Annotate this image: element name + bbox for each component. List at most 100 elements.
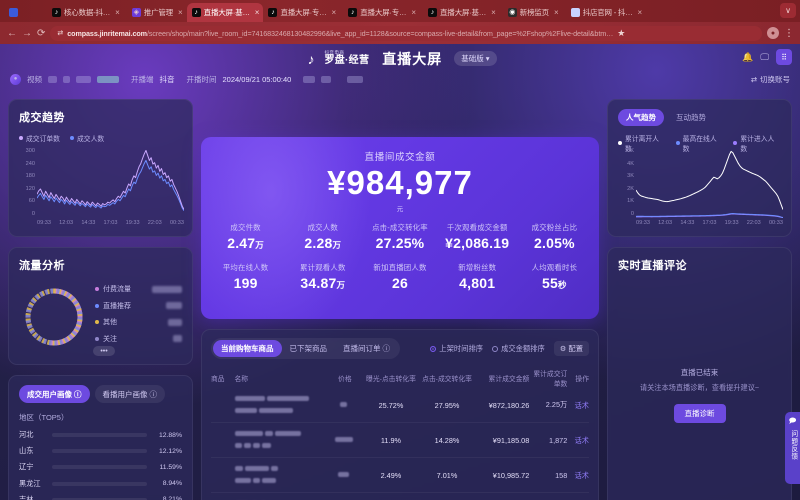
browser-tab[interactable]: ♪ 直播大屏·基… × [423, 3, 500, 22]
operation-cell: 话术 [567, 399, 589, 411]
avatar[interactable]: ● [767, 27, 779, 39]
browser-tab[interactable]: ♪ 直播大屏·专… × [263, 3, 340, 22]
address-input[interactable]: ⇄ compass.jinritemai.com/screen/shop/mai… [50, 25, 762, 41]
amount-cell: ¥10,985.72 [492, 470, 530, 480]
bookmark-star-icon[interactable]: ★ [617, 27, 626, 38]
gear-icon: ⚙ [559, 344, 567, 353]
close-icon[interactable]: × [254, 8, 260, 17]
masked-value [340, 401, 348, 407]
x-tick: 12:03 [59, 220, 74, 226]
legend-item[interactable]: 成交订单数 [19, 133, 60, 143]
tab-current-cart-products[interactable]: 当前购物车商品 [213, 340, 282, 357]
script-link[interactable]: 话术 [574, 436, 589, 445]
more-options-button[interactable]: ••• [93, 346, 115, 356]
legend-dot-icon [618, 141, 622, 145]
legend-label: 成交订单数 [26, 136, 60, 143]
script-link[interactable]: 话术 [574, 401, 589, 410]
y-tick: 2K [627, 185, 634, 192]
legend-item[interactable]: 其他 [95, 317, 182, 327]
legend-item[interactable]: 成交人数 [69, 133, 105, 143]
tab-viewer-portrait[interactable]: 看播用户画像 ⓘ [94, 385, 165, 403]
orders-cell: 1,872 [549, 435, 568, 445]
legend-item[interactable]: 付费流量 [95, 284, 182, 294]
metrics-row-2: 平均在线人数 199 累计观看人数 34.87万 新加直播团人数 26 新增粉丝… [201, 262, 599, 291]
bar-track [52, 497, 147, 500]
sort-by-listing-time[interactable]: 上架时间排序 [430, 344, 483, 354]
browser-tab[interactable]: ♪ 核心数据-抖… × [47, 3, 124, 22]
tab-live-orders[interactable]: 直播间订单 ⓘ [335, 340, 398, 357]
close-icon[interactable]: × [491, 8, 496, 17]
purple-icon: ◈ [131, 8, 141, 17]
table-row[interactable]: 2.81% 4.34% ¥6,724.88 98 话术 [211, 493, 589, 500]
browser-tab[interactable]: 抖店官网 - 抖… × [566, 3, 647, 22]
live-diagnosis-button[interactable]: 直播诊断 [673, 404, 726, 424]
metric-label: 成交件数 [230, 223, 261, 232]
legend-label: 关注 [103, 335, 117, 343]
region-value: 11.59% [159, 463, 182, 471]
globe-icon: ◉ [507, 8, 517, 17]
tab-interaction-trend[interactable]: 互动趋势 [676, 113, 706, 122]
site-info-icon[interactable]: ⇄ [57, 30, 64, 37]
table-row[interactable]: 11.9% 14.28% ¥91,185.08 1,872 话术 [211, 423, 589, 458]
region-value: 8.94% [162, 480, 182, 488]
reload-icon[interactable]: ⟳ [37, 27, 46, 39]
region-value: 12.88% [158, 431, 182, 439]
legend-item[interactable]: 累计离开人数 [618, 133, 666, 153]
live-avatar: ● [10, 73, 21, 85]
switch-account-button[interactable]: ⇄ 切换账号 [751, 74, 790, 85]
monitor-icon[interactable]: 🖵 [760, 51, 769, 62]
legend-item[interactable]: 最高在线人数 [675, 133, 724, 153]
version-selector[interactable]: 基础版 ▾ [454, 51, 497, 66]
x-tick: 19:33 [724, 220, 739, 226]
close-icon[interactable]: × [115, 8, 120, 17]
browser-tab[interactable]: ♪ 直播大屏·专… × [343, 3, 420, 22]
new-tab-button[interactable]: + [655, 5, 662, 17]
forward-icon[interactable]: → [22, 27, 32, 39]
metric: 千次观看成交金额 ¥2,086.19 [439, 222, 516, 251]
config-button[interactable]: ⚙ 配置 [553, 341, 589, 356]
y-tick: 0 [630, 210, 634, 217]
back-icon[interactable]: ← [7, 27, 17, 39]
region-name: 山东 [19, 446, 34, 456]
tab-label: 直播大屏·基… [203, 8, 250, 17]
close-icon[interactable]: × [637, 8, 643, 17]
bell-icon[interactable]: 🔔 [742, 51, 754, 62]
browser-tab[interactable] [4, 3, 44, 22]
browser-tab[interactable]: ◈ 推广管理 × [127, 3, 187, 22]
y-tick: 240 [25, 160, 35, 167]
browser-tab-active[interactable]: ♪ 直播大屏·基… × [186, 3, 264, 22]
metric: 新加直播团人数 26 [361, 262, 438, 291]
grid-icon[interactable]: ⠿ [776, 49, 792, 65]
close-icon[interactable]: × [177, 8, 183, 17]
traffic-legend: 付费流量 直播推荐 其他 关注 [95, 284, 182, 350]
metric-value: 199 [233, 275, 258, 291]
masked-text [264, 430, 273, 436]
legend-dot-icon [95, 303, 99, 308]
script-link[interactable]: 话术 [574, 471, 589, 480]
tab-removed-products[interactable]: 已下架商品 [282, 340, 336, 357]
close-icon[interactable]: × [553, 8, 559, 17]
tab-popularity-trend[interactable]: 人气趋势 [618, 109, 664, 126]
close-icon[interactable]: × [331, 8, 337, 17]
tab-transaction-portrait[interactable]: 成交用户画像 ⓘ [19, 385, 90, 403]
legend-label: 成交人数 [76, 136, 105, 143]
app-header-actions: 🔔 🖵 ⠿ [742, 49, 792, 65]
bar-track [52, 449, 147, 454]
table-row[interactable]: 25.72% 27.95% ¥872,180.26 2.25万 话术 [211, 388, 589, 423]
sort-by-gmv[interactable]: 成交金额排序 [492, 344, 545, 354]
close-icon[interactable]: × [411, 8, 416, 17]
masked-value [48, 75, 57, 83]
legend-item[interactable]: 直播推荐 [95, 301, 182, 311]
legend-item[interactable]: 累计进入人数 [733, 133, 781, 153]
product-name-cell [234, 463, 327, 487]
window-menu-button[interactable]: ∨ [780, 3, 796, 18]
x-axis-labels: 09:33 12:03 14:33 17:03 19:33 22:03 00:33 [636, 220, 783, 230]
feedback-button[interactable]: 🗩 问题反馈 [785, 412, 800, 484]
table-row[interactable]: 2.49% 7.01% ¥10,985.72 158 话术 [211, 458, 589, 493]
legend-dot-icon [95, 336, 99, 341]
col-orders: 累计成交订单数 [533, 371, 568, 388]
browser-tab[interactable]: ◉ 新榜监页 × [503, 3, 563, 22]
legend-item[interactable]: 关注 [95, 334, 182, 344]
browser-menu-icon[interactable]: ⋮ [784, 27, 794, 39]
traffic-donut-chart [23, 286, 85, 348]
